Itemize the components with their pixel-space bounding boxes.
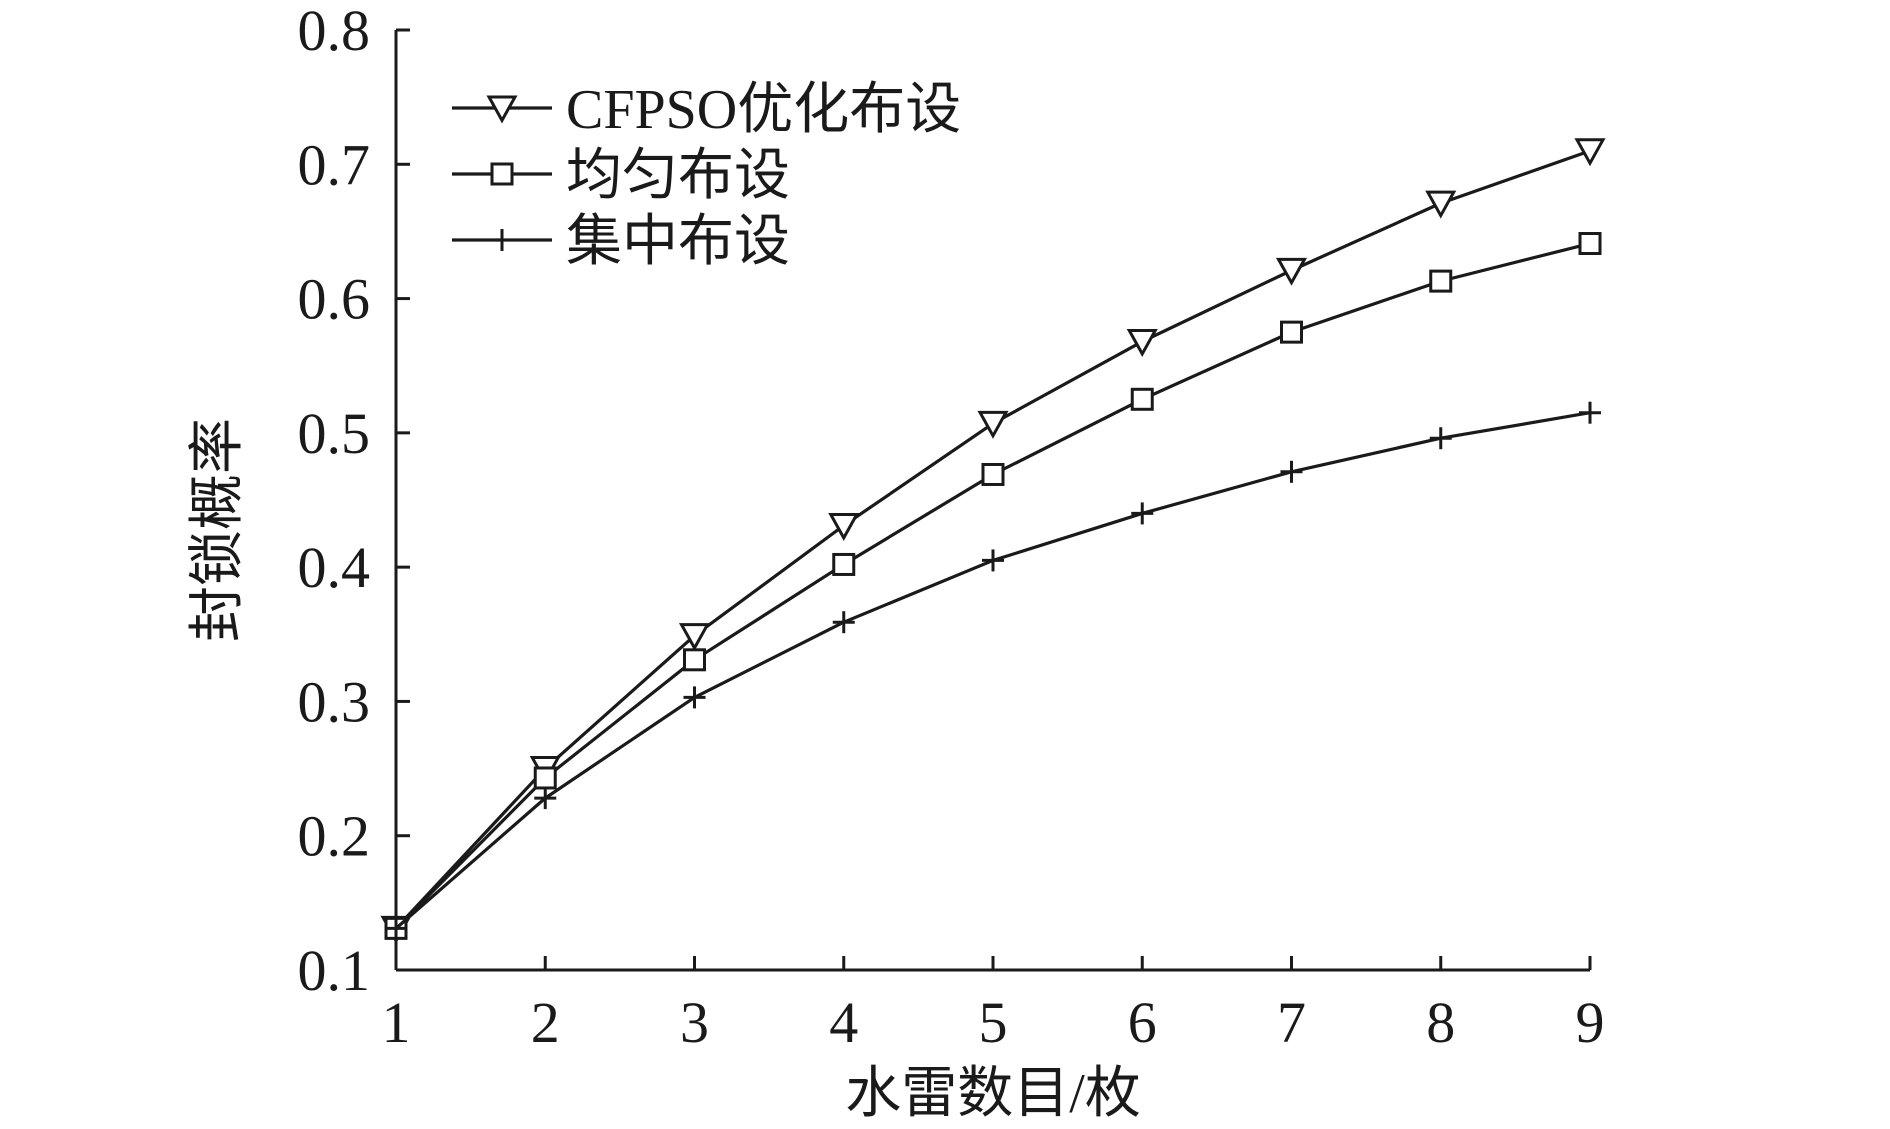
data-point <box>982 549 1004 572</box>
data-point <box>1574 138 1606 167</box>
data-point <box>832 611 855 634</box>
legend-marker <box>490 162 514 186</box>
x-tick-label: 3 <box>680 990 709 1055</box>
series-square <box>384 232 1602 940</box>
data-point <box>683 686 706 709</box>
series-layer <box>380 138 1606 944</box>
data-point <box>1280 320 1303 344</box>
y-tick-label: 0.4 <box>298 535 371 600</box>
legend-item: 集中布设 <box>452 211 790 273</box>
data-point <box>385 917 407 940</box>
data-point <box>1280 460 1303 483</box>
legend-item: CFPSO优化布设 <box>452 79 961 141</box>
legend-label: 集中布设 <box>566 211 790 273</box>
y-tick-label: 0.5 <box>298 401 371 466</box>
x-tick-label: 7 <box>1277 990 1306 1055</box>
data-point <box>533 766 557 790</box>
data-point <box>1429 269 1453 293</box>
data-point <box>1578 232 1602 256</box>
data-point <box>832 552 856 576</box>
axes: 0.1 0.2 0.3 0.4 0.5 0.6 0.7 0.8 1 2 3 4 5 6 7 8 9 <box>298 0 1605 1055</box>
data-point <box>1126 328 1158 357</box>
x-tick-label: 6 <box>1128 990 1157 1055</box>
data-point <box>534 787 557 810</box>
data-point <box>683 648 706 672</box>
legend-item: 均匀布设 <box>452 145 790 207</box>
x-tick-label: 4 <box>829 990 858 1055</box>
y-tick-label: 0.3 <box>298 669 371 734</box>
legend-marker <box>486 95 518 124</box>
legend-label: 均匀布设 <box>566 145 790 207</box>
data-point <box>1579 401 1601 424</box>
data-point <box>828 512 860 541</box>
legend-marker <box>491 229 513 251</box>
x-tick-label: 2 <box>531 990 560 1055</box>
y-tick-label: 0.2 <box>298 804 371 869</box>
series-line <box>394 411 1591 930</box>
y-tick-label: 0.7 <box>298 132 371 197</box>
data-point <box>1131 502 1154 525</box>
data-point <box>1275 257 1308 286</box>
x-tick-label: 5 <box>979 990 1008 1055</box>
y-tick-label: 0.6 <box>298 267 371 332</box>
x-tick-label: 1 <box>382 990 411 1055</box>
data-point <box>1130 387 1154 411</box>
y-tick-label: 0.8 <box>298 0 371 63</box>
y-axis-title: 封锁概率 <box>187 418 249 642</box>
data-point <box>981 462 1005 486</box>
x-axis-title: 水雷数目/枚 <box>845 1063 1141 1124</box>
series-plus <box>385 401 1601 940</box>
x-tick-label: 8 <box>1426 990 1455 1055</box>
legend-label: CFPSO优化布设 <box>566 79 961 141</box>
data-point <box>977 410 1009 439</box>
data-point <box>1429 427 1452 450</box>
data-point <box>1425 190 1457 219</box>
series-line <box>394 241 1591 930</box>
data-point <box>678 623 711 652</box>
x-tick-label: 9 <box>1576 990 1605 1055</box>
y-tick-label: 0.1 <box>298 938 371 1003</box>
series-triangle-down <box>380 138 1606 944</box>
